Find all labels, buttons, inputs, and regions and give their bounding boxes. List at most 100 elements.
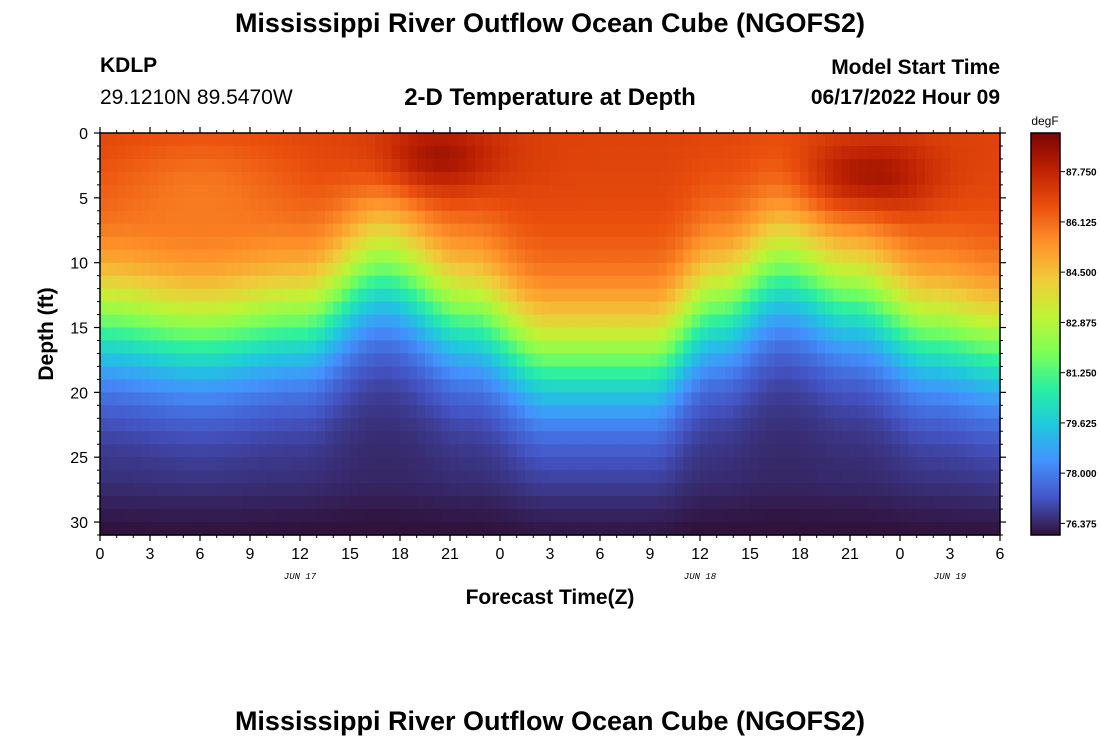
heatmap-cell (483, 133, 493, 147)
heatmap-cell (566, 470, 576, 484)
heatmap-cell (658, 418, 668, 432)
heatmap-cell (700, 405, 709, 419)
heatmap-cell (658, 496, 668, 510)
heatmap-cell (558, 314, 568, 329)
heatmap-cell (908, 197, 918, 212)
heatmap-cell (858, 171, 868, 186)
heatmap-cell (650, 392, 659, 406)
heatmap-cell (875, 236, 884, 251)
heatmap-cell (391, 379, 401, 393)
heatmap-cell (191, 236, 201, 251)
heatmap-cell (116, 522, 126, 536)
heatmap-cell (266, 184, 276, 199)
heatmap-cell (758, 236, 768, 251)
heatmap-cell (566, 210, 576, 225)
heatmap-cell (733, 418, 743, 432)
heatmap-cell (841, 418, 851, 432)
heatmap-cell (691, 327, 701, 342)
heatmap-cell (625, 470, 634, 484)
heatmap-cell (666, 327, 676, 342)
heatmap-cell (925, 483, 934, 497)
heatmap-cell (133, 483, 143, 497)
heatmap-cell (966, 236, 976, 251)
heatmap-cell (225, 366, 234, 380)
heatmap-cell (500, 184, 509, 199)
heatmap-cell (408, 483, 418, 497)
heatmap-cell (991, 288, 1001, 303)
heatmap-cell (725, 444, 734, 458)
heatmap-cell (616, 197, 626, 212)
heatmap-cell (925, 275, 934, 290)
heatmap-cell (450, 353, 459, 368)
heatmap-cell (258, 379, 268, 393)
heatmap-cell (525, 197, 534, 212)
heatmap-cell (541, 522, 551, 536)
heatmap-cell (708, 522, 718, 536)
heatmap-cell (983, 379, 993, 393)
heatmap-cell (583, 366, 593, 380)
heatmap-cell (458, 392, 468, 406)
heatmap-cell (191, 171, 201, 186)
heatmap-cell (250, 366, 259, 380)
heatmap-cell (741, 314, 751, 329)
heatmap-cell (100, 249, 109, 264)
heatmap-cell (141, 249, 151, 264)
heatmap-cell (533, 184, 543, 199)
heatmap-cell (650, 522, 659, 536)
heatmap-cell (475, 314, 484, 329)
heatmap-cell (766, 249, 776, 264)
heatmap-cell (991, 158, 1001, 173)
heatmap-cell (333, 288, 343, 303)
heatmap-cell (475, 457, 484, 471)
heatmap-cell (933, 133, 943, 147)
heatmap-cell (750, 392, 759, 406)
heatmap-cell (500, 522, 509, 536)
heatmap-cell (108, 392, 118, 406)
heatmap-cell (241, 133, 251, 147)
heatmap-cell (366, 353, 376, 368)
heatmap-cell (983, 444, 993, 458)
heatmap-cell (758, 133, 768, 147)
x-tick-label: 6 (196, 546, 205, 563)
heatmap-cell (141, 392, 151, 406)
heatmap-cell (216, 197, 226, 212)
heatmap-cell (441, 262, 451, 277)
heatmap-cell (791, 444, 801, 458)
heatmap-cell (783, 327, 793, 342)
heatmap-cell (300, 522, 309, 536)
heatmap-cell (658, 236, 668, 251)
heatmap-cell (608, 145, 618, 160)
heatmap-cell (366, 522, 376, 536)
heatmap-cell (325, 158, 334, 173)
heatmap-cell (608, 301, 618, 316)
heatmap-cell (941, 133, 951, 147)
heatmap-cell (500, 418, 509, 432)
heatmap-cell (100, 236, 109, 251)
heatmap-cell (125, 249, 134, 264)
heatmap-cell (550, 496, 559, 510)
heatmap-cell (366, 405, 376, 419)
heatmap-cell (283, 522, 293, 536)
heatmap-cell (716, 457, 726, 471)
heatmap-cell (716, 210, 726, 225)
heatmap-cell (466, 314, 476, 329)
heatmap-cell (666, 314, 676, 329)
heatmap-cell (691, 418, 701, 432)
heatmap-cell (708, 405, 718, 419)
heatmap-cell (825, 145, 834, 160)
heatmap-cell (650, 210, 659, 225)
heatmap-cell (608, 262, 618, 277)
heatmap-cell (508, 457, 518, 471)
heatmap-cell (925, 288, 934, 303)
heatmap-cell (166, 444, 176, 458)
heatmap-cell (900, 145, 909, 160)
heatmap-cell (441, 496, 451, 510)
heatmap-cell (975, 275, 984, 290)
heatmap-cell (383, 133, 393, 147)
heatmap-cell (625, 171, 634, 186)
heatmap-cell (583, 275, 593, 290)
heatmap-cell (200, 223, 209, 238)
heatmap-cell (450, 431, 459, 445)
heatmap-cell (983, 184, 993, 199)
heatmap-cell (833, 197, 843, 212)
